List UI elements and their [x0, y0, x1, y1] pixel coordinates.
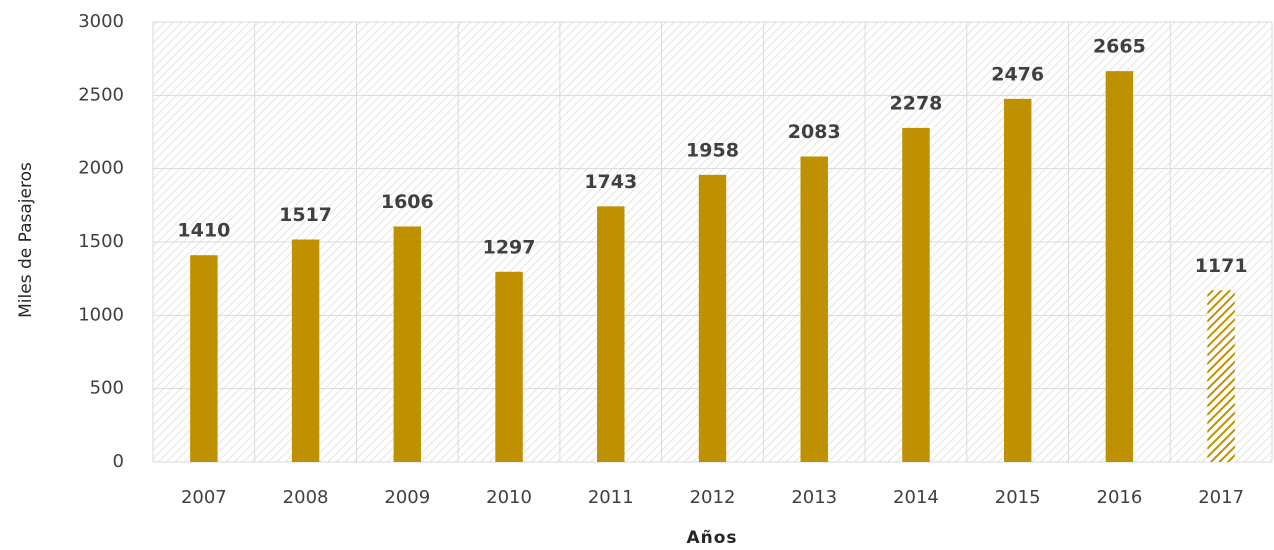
y-tick-label: 1500	[78, 231, 124, 252]
y-tick-label: 0	[113, 451, 124, 472]
x-tick-label: 2007	[181, 487, 227, 508]
data-label: 1297	[483, 236, 536, 258]
bar	[597, 206, 625, 462]
data-label: 1171	[1195, 255, 1248, 277]
x-tick-label: 2014	[893, 487, 939, 508]
bar	[1207, 290, 1235, 462]
bar	[698, 174, 727, 462]
x-tick-label: 2013	[791, 487, 837, 508]
x-tick-label: 2012	[690, 487, 736, 508]
y-tick-label: 2000	[78, 158, 124, 179]
y-tick-label: 500	[90, 378, 124, 399]
x-tick-label: 2009	[384, 487, 430, 508]
y-axis-label: Miles de Pasajeros	[16, 162, 36, 318]
data-label: 1517	[279, 204, 332, 226]
x-tick-label: 2017	[1198, 487, 1244, 508]
bar	[393, 226, 422, 462]
data-label: 2083	[788, 121, 841, 143]
data-label: 1958	[686, 139, 739, 161]
y-tick-label: 2500	[78, 84, 124, 105]
data-label: 1410	[177, 220, 230, 242]
x-tick-label: 2015	[995, 487, 1041, 508]
x-tick-label: 2016	[1097, 487, 1143, 508]
y-tick-label: 3000	[78, 11, 124, 32]
data-label: 2665	[1093, 36, 1146, 58]
data-label: 2476	[991, 63, 1044, 85]
bar	[1003, 98, 1032, 462]
data-label: 1743	[584, 171, 637, 193]
bar	[800, 156, 828, 462]
data-label: 1606	[381, 191, 434, 213]
x-tick-label: 2008	[283, 487, 329, 508]
bar	[291, 239, 320, 462]
x-axis-label: Años	[686, 528, 737, 548]
bar	[495, 271, 523, 462]
data-label: 2278	[890, 92, 943, 114]
x-tick-label: 2011	[588, 487, 634, 508]
x-tick-label: 2010	[486, 487, 532, 508]
bar	[902, 127, 930, 462]
bar	[190, 255, 218, 462]
bar	[1105, 71, 1134, 462]
y-tick-label: 1000	[78, 304, 124, 325]
